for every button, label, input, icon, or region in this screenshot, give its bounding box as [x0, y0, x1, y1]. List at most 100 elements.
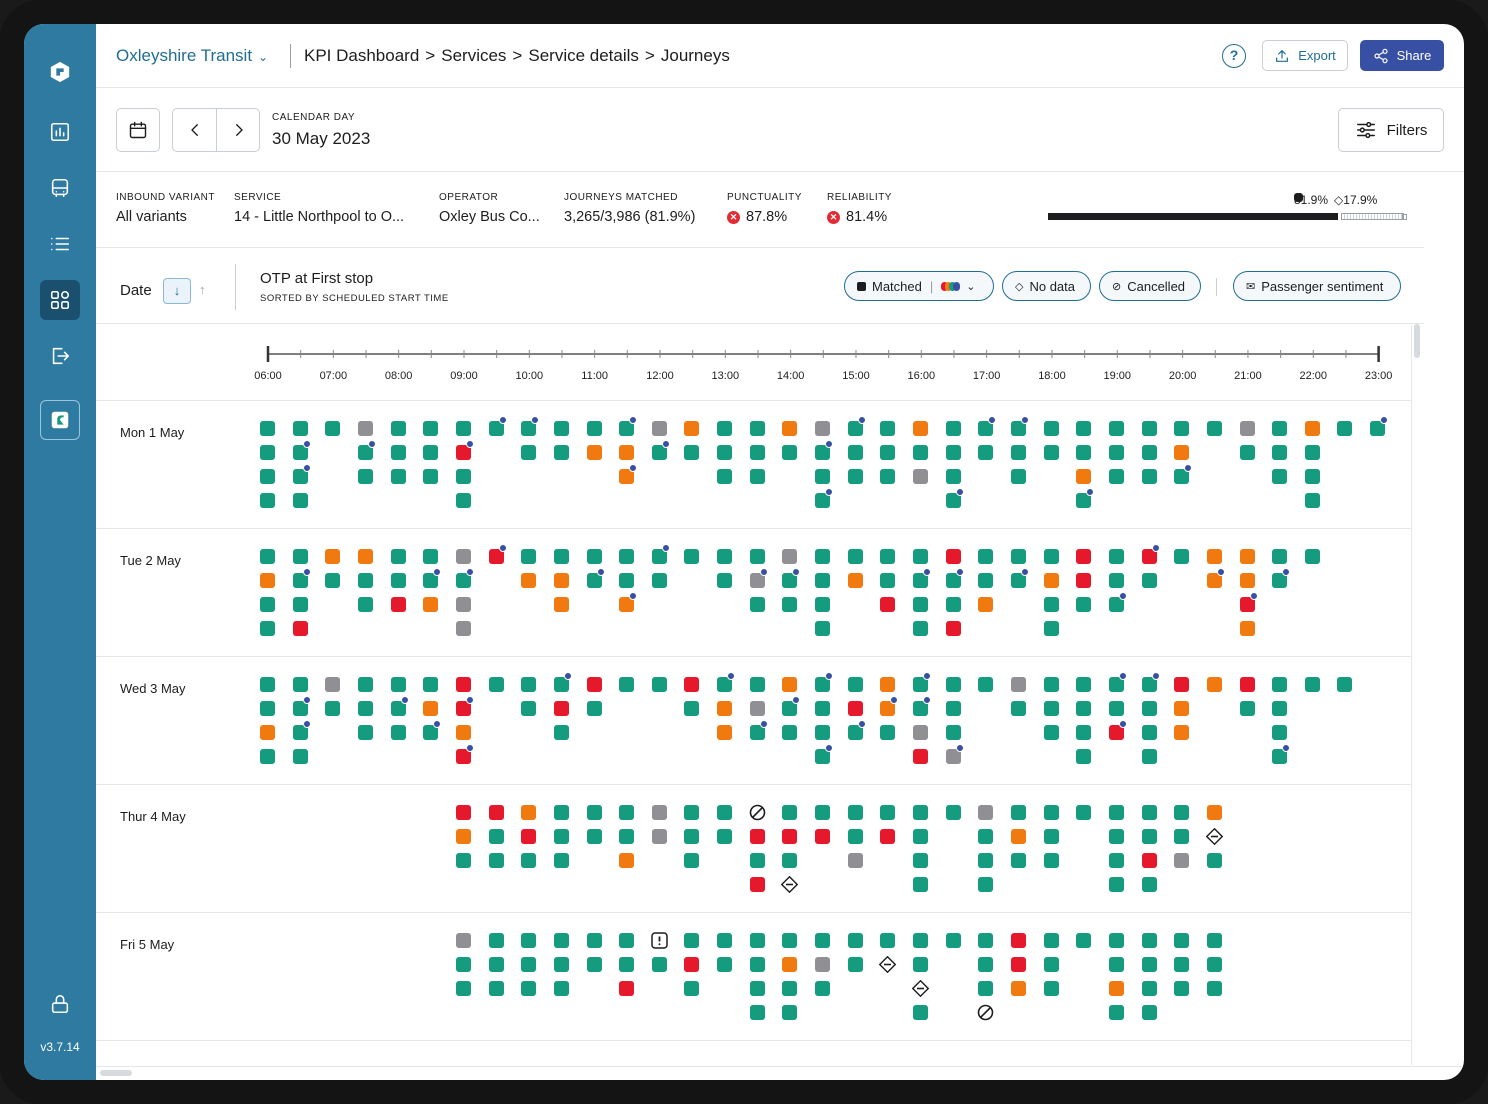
journey-marker[interactable] — [880, 805, 896, 820]
journey-marker[interactable] — [913, 805, 928, 820]
journey-marker[interactable] — [292, 725, 308, 740]
cancelled-icon[interactable] — [749, 804, 766, 821]
journey-marker[interactable] — [684, 829, 700, 844]
journey-marker[interactable] — [292, 573, 308, 588]
bus-icon[interactable] — [40, 168, 80, 208]
no-data-icon[interactable] — [1205, 828, 1223, 845]
journey-marker[interactable] — [1304, 549, 1320, 564]
journey-marker[interactable] — [782, 957, 798, 972]
journey-marker[interactable] — [260, 445, 275, 460]
journey-marker[interactable] — [488, 829, 504, 844]
journey-marker[interactable] — [815, 829, 831, 844]
journey-marker[interactable] — [488, 549, 504, 564]
journey-marker[interactable] — [1272, 725, 1288, 740]
journey-marker[interactable] — [749, 597, 765, 612]
journey-marker[interactable] — [260, 573, 275, 588]
journey-marker[interactable] — [357, 469, 373, 484]
journey-marker[interactable] — [1108, 421, 1124, 436]
journey-marker[interactable] — [913, 597, 928, 612]
journey-marker[interactable] — [1174, 677, 1190, 692]
journey-marker[interactable] — [945, 933, 961, 948]
journey-marker[interactable] — [978, 573, 994, 588]
journey-marker[interactable] — [1043, 421, 1059, 436]
journey-marker[interactable] — [1272, 421, 1288, 436]
journey-marker[interactable] — [1108, 805, 1124, 820]
journey-marker[interactable] — [260, 421, 275, 436]
journey-marker[interactable] — [1206, 933, 1222, 948]
help-icon[interactable]: ? — [1222, 44, 1246, 68]
journey-marker[interactable] — [1206, 677, 1222, 692]
journey-marker[interactable] — [880, 421, 896, 436]
journey-marker[interactable] — [586, 573, 602, 588]
journey-marker[interactable] — [978, 933, 994, 948]
journey-marker[interactable] — [1174, 981, 1190, 996]
journey-marker[interactable] — [1174, 469, 1190, 484]
journey-marker[interactable] — [553, 701, 569, 716]
journey-marker[interactable] — [586, 701, 602, 716]
journey-marker[interactable] — [749, 469, 765, 484]
breadcrumb-services[interactable]: Services — [441, 46, 507, 65]
journey-marker[interactable] — [1206, 573, 1222, 588]
journey-marker[interactable] — [1108, 573, 1124, 588]
journey-marker[interactable] — [847, 445, 863, 460]
journey-marker[interactable] — [586, 805, 602, 820]
journey-marker[interactable] — [717, 701, 733, 716]
journey-marker[interactable] — [1141, 1005, 1157, 1020]
journey-marker[interactable] — [292, 677, 308, 692]
horizontal-scrollbar[interactable] — [100, 1070, 132, 1076]
journey-marker[interactable] — [978, 549, 994, 564]
journey-marker[interactable] — [260, 493, 275, 508]
journey-marker[interactable] — [455, 933, 471, 948]
journey-marker[interactable] — [553, 933, 569, 948]
filters-button[interactable]: Filters — [1338, 108, 1444, 152]
journey-marker[interactable] — [390, 597, 406, 612]
journey-marker[interactable] — [1272, 749, 1288, 764]
journey-marker[interactable] — [1076, 725, 1092, 740]
journey-marker[interactable] — [1010, 549, 1026, 564]
journey-marker[interactable] — [815, 805, 831, 820]
journey-marker[interactable] — [684, 701, 700, 716]
journey-marker[interactable] — [390, 677, 406, 692]
journey-marker[interactable] — [1174, 805, 1190, 820]
journey-marker[interactable] — [1272, 549, 1288, 564]
journey-marker[interactable] — [1304, 421, 1320, 436]
journey-marker[interactable] — [1141, 957, 1157, 972]
journey-marker[interactable] — [553, 957, 569, 972]
journey-marker[interactable] — [1108, 677, 1124, 692]
cancelled-icon[interactable] — [977, 1004, 994, 1021]
previous-day-button[interactable] — [173, 109, 217, 151]
journey-marker[interactable] — [586, 933, 602, 948]
journey-marker[interactable] — [619, 677, 635, 692]
journey-marker[interactable] — [847, 573, 863, 588]
journey-marker[interactable] — [1108, 853, 1124, 868]
journey-marker[interactable] — [880, 549, 896, 564]
journey-marker[interactable] — [1141, 981, 1157, 996]
journey-marker[interactable] — [1206, 805, 1222, 820]
journey-marker[interactable] — [521, 957, 537, 972]
journey-marker[interactable] — [1304, 445, 1320, 460]
journey-marker[interactable] — [1141, 469, 1157, 484]
journey-marker[interactable] — [749, 853, 765, 868]
journey-marker[interactable] — [1174, 957, 1190, 972]
journey-marker[interactable] — [1076, 469, 1092, 484]
journey-marker[interactable] — [553, 573, 569, 588]
journey-marker[interactable] — [292, 469, 308, 484]
journey-marker[interactable] — [455, 573, 471, 588]
journey-marker[interactable] — [423, 445, 439, 460]
journey-marker[interactable] — [1174, 701, 1190, 716]
journey-marker[interactable] — [684, 933, 700, 948]
journey-marker[interactable] — [782, 677, 798, 692]
journey-marker[interactable] — [1043, 981, 1059, 996]
journey-marker[interactable] — [913, 549, 928, 564]
journey-marker[interactable] — [651, 573, 667, 588]
journey-marker[interactable] — [913, 957, 928, 972]
journey-marker[interactable] — [815, 749, 831, 764]
journey-marker[interactable] — [815, 597, 831, 612]
journey-marker[interactable] — [292, 493, 308, 508]
vertical-scrollbar[interactable] — [1414, 324, 1420, 358]
journey-marker[interactable] — [847, 677, 863, 692]
journey-marker[interactable] — [978, 677, 994, 692]
journey-marker[interactable] — [1239, 621, 1255, 636]
journey-marker[interactable] — [553, 677, 569, 692]
journey-marker[interactable] — [913, 421, 928, 436]
